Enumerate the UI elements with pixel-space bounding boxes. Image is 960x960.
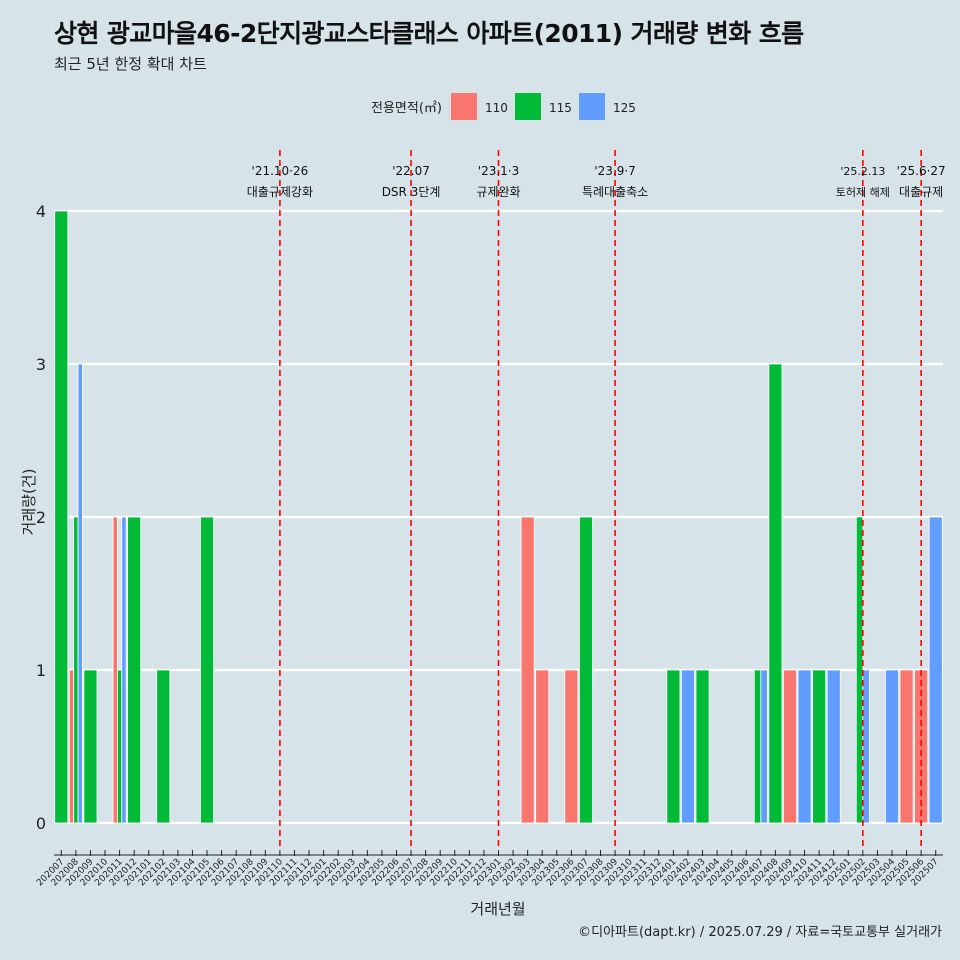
y-tick-label: 0 — [36, 814, 46, 833]
bar-202008-125 — [77, 363, 83, 824]
event-date: '21.10·26 — [252, 164, 309, 178]
bar-202401-115 — [666, 669, 681, 824]
event-date: '22.07 — [392, 164, 430, 178]
event-date: '25.2.13 — [840, 165, 885, 178]
bar-202409-110 — [783, 669, 797, 824]
y-tick-label: 3 — [36, 355, 46, 374]
bar-202407-125 — [760, 669, 768, 824]
bar-202008-115 — [73, 516, 79, 824]
y-axis: 0 1 2 3 4 — [36, 202, 46, 833]
event-label: 대출규제강화 — [247, 185, 313, 199]
event-date: '23.9·7 — [594, 164, 635, 178]
bar-202412-125 — [826, 669, 841, 824]
bar-202402-125 — [681, 669, 695, 824]
event-label: 토허제 해제 — [836, 185, 890, 199]
event-label: 특례대출축소 — [582, 185, 648, 199]
bar-202008-110 — [68, 669, 75, 824]
bar-202306-110 — [564, 669, 579, 824]
bar-202012-115 — [127, 516, 142, 824]
chart-title: 상현 광교마을46-2단지광교스타클래스 아파트(2011) 거래량 변화 흐름 — [54, 19, 804, 48]
legend-label-125: 125 — [613, 101, 636, 115]
bar-202105-115 — [200, 516, 214, 824]
bar-202410-125 — [797, 669, 812, 824]
y-tick-label: 4 — [36, 202, 46, 221]
source-caption: ©디아파트(dapt.kr) / 2025.07.29 / 자료=국토교통부 실… — [578, 925, 942, 940]
legend-label-110: 110 — [485, 101, 508, 115]
chart-subtitle: 최근 5년 한정 확대 차트 — [54, 55, 207, 73]
legend-swatch-115 — [515, 93, 541, 120]
bar-202307-115 — [578, 516, 593, 824]
bar-202505-110 — [899, 669, 914, 824]
legend-swatch-110 — [451, 93, 477, 120]
bar-202011-110 — [112, 516, 118, 824]
bar-202507-125 — [928, 516, 943, 824]
bar-202011-115 — [116, 669, 123, 824]
bar-202407-115 — [753, 669, 762, 824]
legend-title: 전용면적(㎡) — [371, 101, 442, 116]
bar-202007-115 — [54, 210, 69, 824]
bar-202304-110 — [535, 669, 550, 824]
event-label: 규제완화 — [476, 185, 520, 199]
bar-202403-115 — [695, 669, 710, 824]
bar-202102-115 — [156, 669, 171, 824]
legend: 전용면적(㎡) 110 115 125 — [371, 93, 636, 120]
y-tick-label: 1 — [36, 661, 46, 680]
legend-swatch-125 — [579, 93, 605, 120]
event-label: 대출규제 — [899, 185, 943, 199]
x-axis-label: 거래년월 — [470, 900, 525, 918]
event-date: '25.6·27 — [897, 164, 946, 178]
bar-202408-115 — [768, 363, 783, 824]
x-axis: 2020072020082020092020102020112020122021… — [35, 850, 943, 888]
legend-label-115: 115 — [549, 101, 572, 115]
event-markers: '21.10·26 대출규제강화 '22.07 DSR 3단계 '23.1·3 규제완화 '… — [247, 150, 946, 850]
bar-202502-125 — [862, 669, 870, 824]
event-date: '23.1·3 — [478, 164, 519, 178]
bars — [54, 210, 943, 824]
y-axis-label: 거래량(건) — [20, 469, 38, 536]
y-tick-label: 2 — [36, 508, 46, 527]
bar-202411-115 — [812, 669, 827, 824]
bar-202009-115 — [83, 669, 98, 824]
event-label: DSR 3단계 — [382, 185, 441, 199]
bar-202502-115 — [855, 516, 864, 824]
bar-202011-125 — [121, 516, 127, 824]
bar-202504-125 — [885, 669, 899, 824]
bar-202303-110 — [520, 516, 535, 824]
